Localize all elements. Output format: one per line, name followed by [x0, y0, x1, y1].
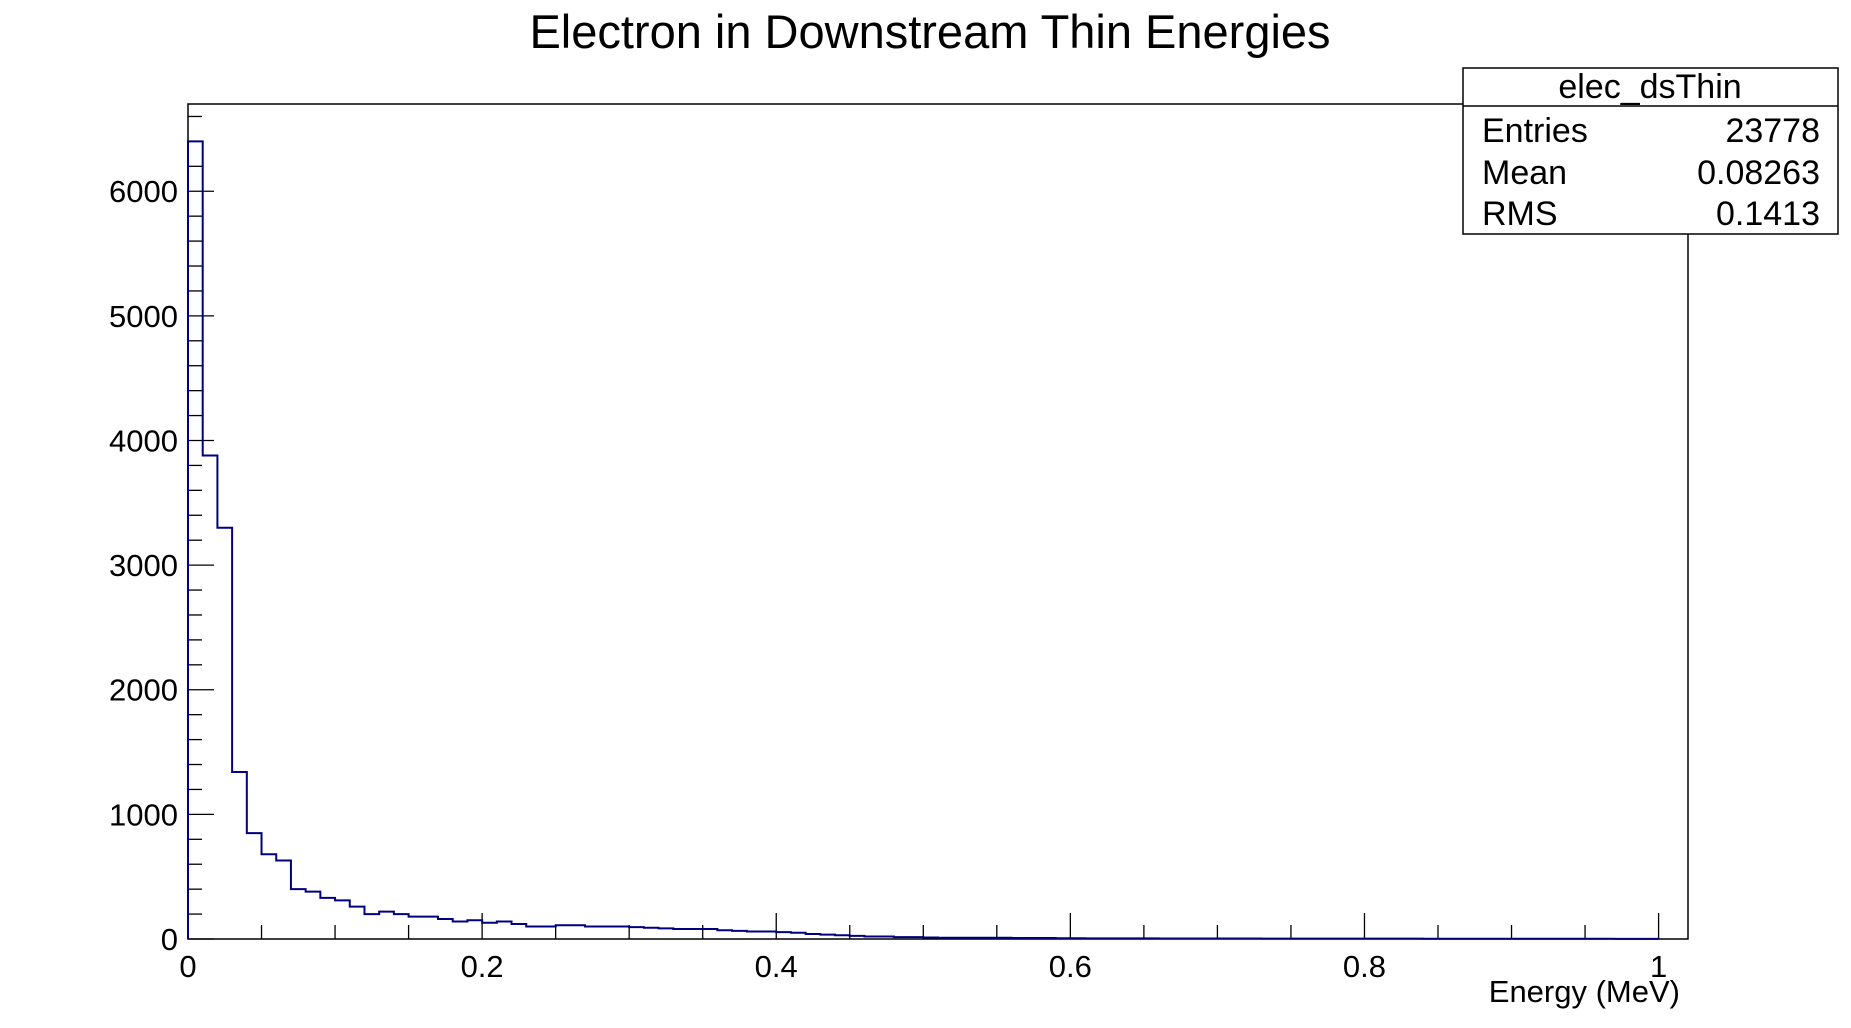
histogram-series-line — [187, 140, 1660, 940]
y-tick-label: 2000 — [109, 673, 178, 708]
y-tick-label: 5000 — [109, 299, 178, 334]
x-tick-label: 0.2 — [461, 949, 504, 984]
stats-mean-label: Mean — [1482, 154, 1567, 192]
chart-title: Electron in Downstream Thin Energies — [529, 5, 1330, 58]
stats-rms-label: RMS — [1482, 195, 1558, 233]
y-axis: 0 1000 2000 3000 4000 5000 6000 — [109, 115, 214, 957]
x-tick-label: 0.8 — [1343, 949, 1386, 984]
y-tick-label: 3000 — [109, 548, 178, 583]
stats-mean-value: 0.08263 — [1697, 154, 1820, 192]
y-tick-label: 6000 — [109, 174, 178, 209]
x-axis: 0 0.2 0.4 0.6 0.8 1 — [179, 913, 1667, 984]
x-axis-title: Energy (MeV) — [1489, 974, 1680, 1009]
stats-box-name: elec_dsThin — [1558, 68, 1741, 106]
y-tick-label: 0 — [161, 922, 178, 957]
stats-box-frame — [1462, 67, 1839, 235]
x-tick-label: 1 — [1650, 949, 1667, 984]
y-tick-label: 1000 — [109, 797, 178, 832]
stats-rms-value: 0.1413 — [1716, 195, 1820, 233]
x-tick-label: 0.4 — [755, 949, 798, 984]
y-tick-label: 4000 — [109, 423, 178, 458]
stats-entries-value: 23778 — [1725, 112, 1820, 150]
x-tick-label: 0 — [179, 949, 196, 984]
stats-entries-label: Entries — [1482, 112, 1588, 150]
stats-box: elec_dsThin Entries 23778 Mean 0.08263 R… — [1462, 67, 1839, 235]
x-tick-label: 0.6 — [1049, 949, 1092, 984]
